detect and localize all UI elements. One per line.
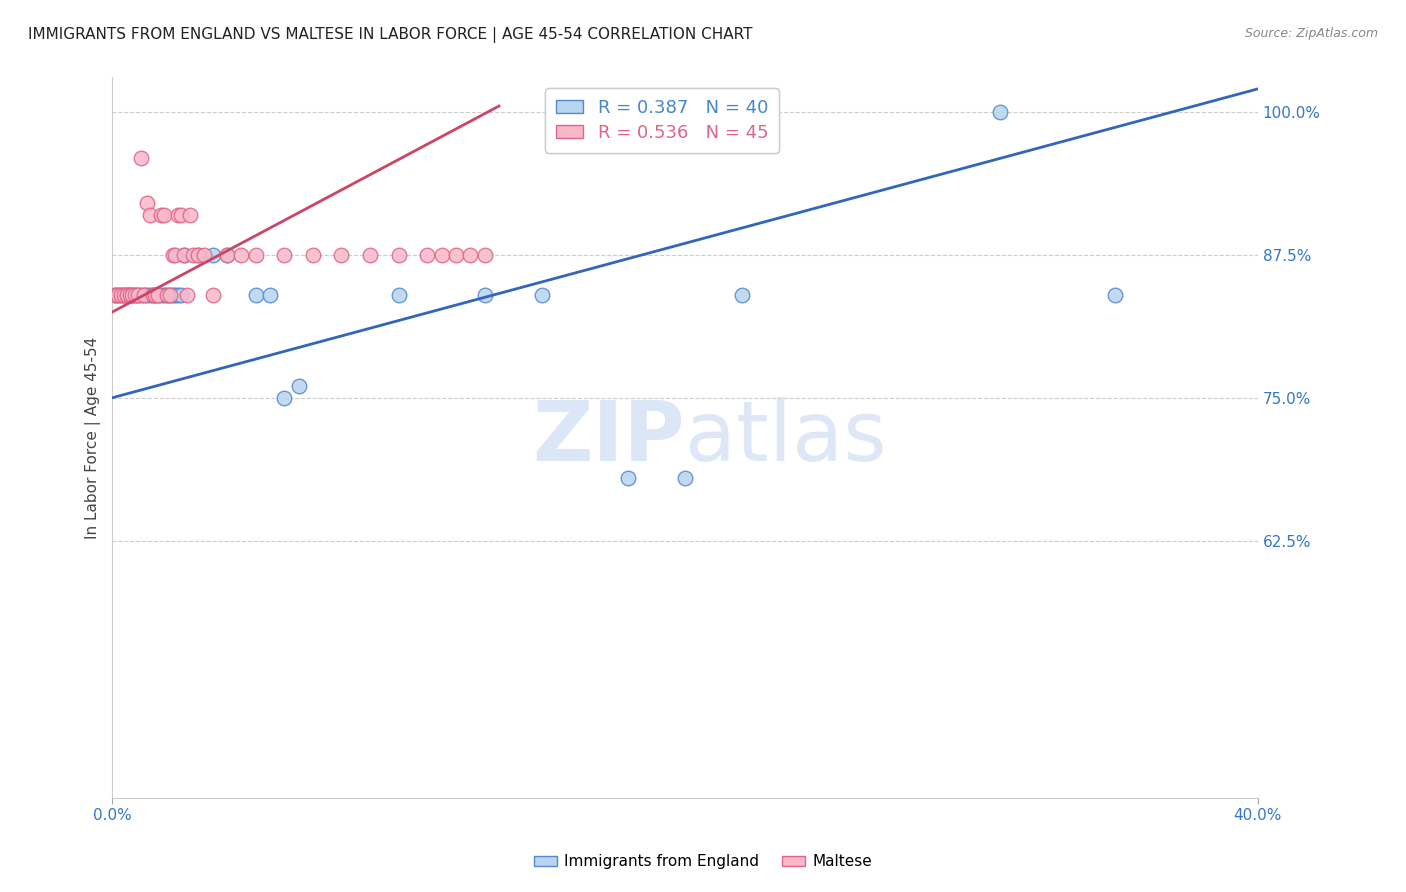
Point	[359, 248, 381, 262]
Point	[1104, 287, 1126, 301]
Point	[110, 287, 132, 301]
Point	[110, 287, 132, 301]
Point	[104, 287, 127, 301]
Point	[673, 471, 696, 485]
Point	[193, 248, 215, 262]
Text: atlas: atlas	[685, 397, 887, 478]
Point	[115, 287, 138, 301]
Point	[167, 208, 190, 222]
Point	[245, 287, 267, 301]
Point	[148, 287, 170, 301]
Point	[231, 248, 253, 262]
Point	[121, 287, 143, 301]
Point	[159, 287, 181, 301]
Point	[118, 287, 141, 301]
Point	[115, 287, 138, 301]
Point	[129, 287, 152, 301]
Point	[201, 287, 224, 301]
Point	[187, 248, 209, 262]
Point	[330, 248, 353, 262]
Point	[731, 287, 754, 301]
Point	[132, 287, 155, 301]
Point	[112, 287, 135, 301]
Point	[138, 287, 160, 301]
Point	[173, 248, 195, 262]
Point	[156, 287, 179, 301]
Point	[127, 287, 149, 301]
Point	[115, 287, 138, 301]
Point	[124, 287, 146, 301]
Point	[141, 287, 163, 301]
Point	[474, 248, 496, 262]
Point	[187, 248, 209, 262]
Point	[181, 248, 204, 262]
Point	[460, 248, 482, 262]
Point	[141, 287, 163, 301]
Point	[273, 248, 295, 262]
Point	[215, 248, 238, 262]
Legend: R = 0.387   N = 40, R = 0.536   N = 45: R = 0.387 N = 40, R = 0.536 N = 45	[546, 88, 779, 153]
Point	[179, 208, 201, 222]
Point	[112, 287, 135, 301]
Point	[145, 287, 167, 301]
Point	[287, 379, 309, 393]
Point	[153, 208, 176, 222]
Point	[988, 104, 1011, 119]
Point	[150, 287, 173, 301]
Point	[173, 248, 195, 262]
Point	[530, 287, 553, 301]
Legend: Immigrants from England, Maltese: Immigrants from England, Maltese	[527, 848, 879, 875]
Point	[245, 248, 267, 262]
Point	[124, 287, 146, 301]
Point	[153, 287, 176, 301]
Text: ZIP: ZIP	[533, 397, 685, 478]
Point	[617, 471, 640, 485]
Point	[156, 287, 179, 301]
Point	[444, 248, 467, 262]
Point	[148, 287, 170, 301]
Point	[273, 391, 295, 405]
Point	[302, 248, 325, 262]
Point	[416, 248, 439, 262]
Y-axis label: In Labor Force | Age 45-54: In Labor Force | Age 45-54	[86, 336, 101, 539]
Point	[135, 196, 157, 211]
Point	[474, 287, 496, 301]
Point	[215, 248, 238, 262]
Point	[165, 287, 187, 301]
Point	[170, 287, 193, 301]
Point	[145, 287, 167, 301]
Point	[150, 208, 173, 222]
Point	[107, 287, 129, 301]
Point	[121, 287, 143, 301]
Point	[259, 287, 281, 301]
Point	[430, 248, 453, 262]
Point	[129, 151, 152, 165]
Text: Source: ZipAtlas.com: Source: ZipAtlas.com	[1244, 27, 1378, 40]
Text: IMMIGRANTS FROM ENGLAND VS MALTESE IN LABOR FORCE | AGE 45-54 CORRELATION CHART: IMMIGRANTS FROM ENGLAND VS MALTESE IN LA…	[28, 27, 752, 43]
Point	[167, 287, 190, 301]
Point	[388, 248, 411, 262]
Point	[118, 287, 141, 301]
Point	[162, 248, 184, 262]
Point	[165, 248, 187, 262]
Point	[170, 208, 193, 222]
Point	[135, 287, 157, 301]
Point	[162, 287, 184, 301]
Point	[107, 287, 129, 301]
Point	[388, 287, 411, 301]
Point	[201, 248, 224, 262]
Point	[159, 287, 181, 301]
Point	[104, 287, 127, 301]
Point	[176, 287, 198, 301]
Point	[138, 208, 160, 222]
Point	[127, 287, 149, 301]
Point	[132, 287, 155, 301]
